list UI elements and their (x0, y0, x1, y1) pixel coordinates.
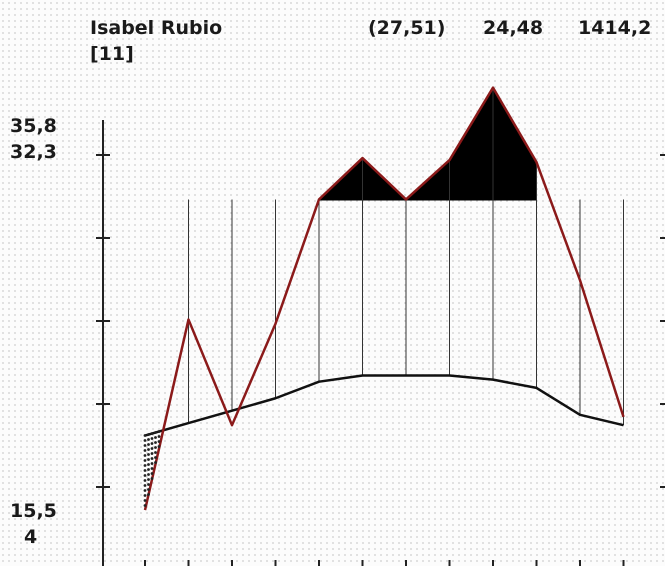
hatch-dot (147, 488, 150, 491)
hatch-dot (154, 431, 157, 434)
hatch-dot (150, 447, 154, 450)
hatch-dot (143, 459, 147, 462)
y-label-top: 35,8 (10, 115, 57, 137)
hatch-dot (143, 474, 147, 477)
hatch-dot (150, 467, 154, 470)
header-pair: (27,51) (368, 17, 446, 39)
hatch-dot (154, 436, 157, 439)
series-upper-line (143, 86, 625, 511)
hatch-dot (147, 483, 150, 486)
hatch-dot (147, 463, 150, 466)
hatch-dot (154, 451, 157, 454)
hatch-dot (150, 472, 154, 475)
hatch-dot (157, 430, 161, 433)
hatch-dot (157, 445, 161, 448)
hatch-dot (150, 452, 154, 455)
header-total: 1414,2 (578, 17, 652, 39)
hatch-dot (143, 464, 147, 467)
hatch-dot (143, 434, 147, 437)
hatch-dot (147, 468, 150, 471)
hatch-dot (143, 484, 147, 487)
hatch-dot (154, 446, 157, 449)
header-name: Isabel Rubio (90, 17, 223, 39)
hatch-dot (147, 453, 150, 456)
hatch-dot (150, 462, 154, 465)
y-label-bottom: 4 (24, 526, 38, 548)
hatch-dot (147, 478, 150, 481)
hatch-dot (154, 441, 157, 444)
header-index: [11] (90, 43, 134, 65)
hatch-dot (154, 461, 157, 464)
hatch-dot (147, 438, 150, 441)
hatch-dot (150, 477, 154, 480)
hatch-dot (143, 479, 147, 482)
hatch-dot (147, 443, 150, 446)
hatch-dot (147, 448, 150, 451)
hatch-dot (154, 456, 157, 459)
hatch-dot (150, 442, 154, 445)
hatch-dot (147, 493, 150, 496)
y-label-threshold: 32,3 (10, 141, 57, 163)
hatch-dot (143, 449, 147, 452)
hatch-dot (147, 433, 150, 436)
series-lower-line (144, 374, 624, 437)
hatch-dot (143, 499, 147, 502)
hatch-dot (157, 435, 161, 438)
hatch-dot (143, 444, 147, 447)
hatch-dot (157, 440, 161, 443)
peak-fill-area (319, 87, 537, 200)
header-value: 24,48 (483, 17, 544, 39)
hatch-dot (143, 454, 147, 457)
hatch-dot (143, 489, 147, 492)
hatch-dot (143, 494, 147, 497)
hatch-dot (143, 469, 147, 472)
hatch-dot (147, 458, 150, 461)
hatch-dot (150, 432, 154, 435)
hatch-dot (147, 473, 150, 476)
hatch-dot (143, 504, 147, 507)
hatch-dot (150, 437, 154, 440)
hatch-dot (143, 439, 147, 442)
y-label-low: 15,5 (10, 500, 57, 522)
hatch-dot (150, 457, 154, 460)
